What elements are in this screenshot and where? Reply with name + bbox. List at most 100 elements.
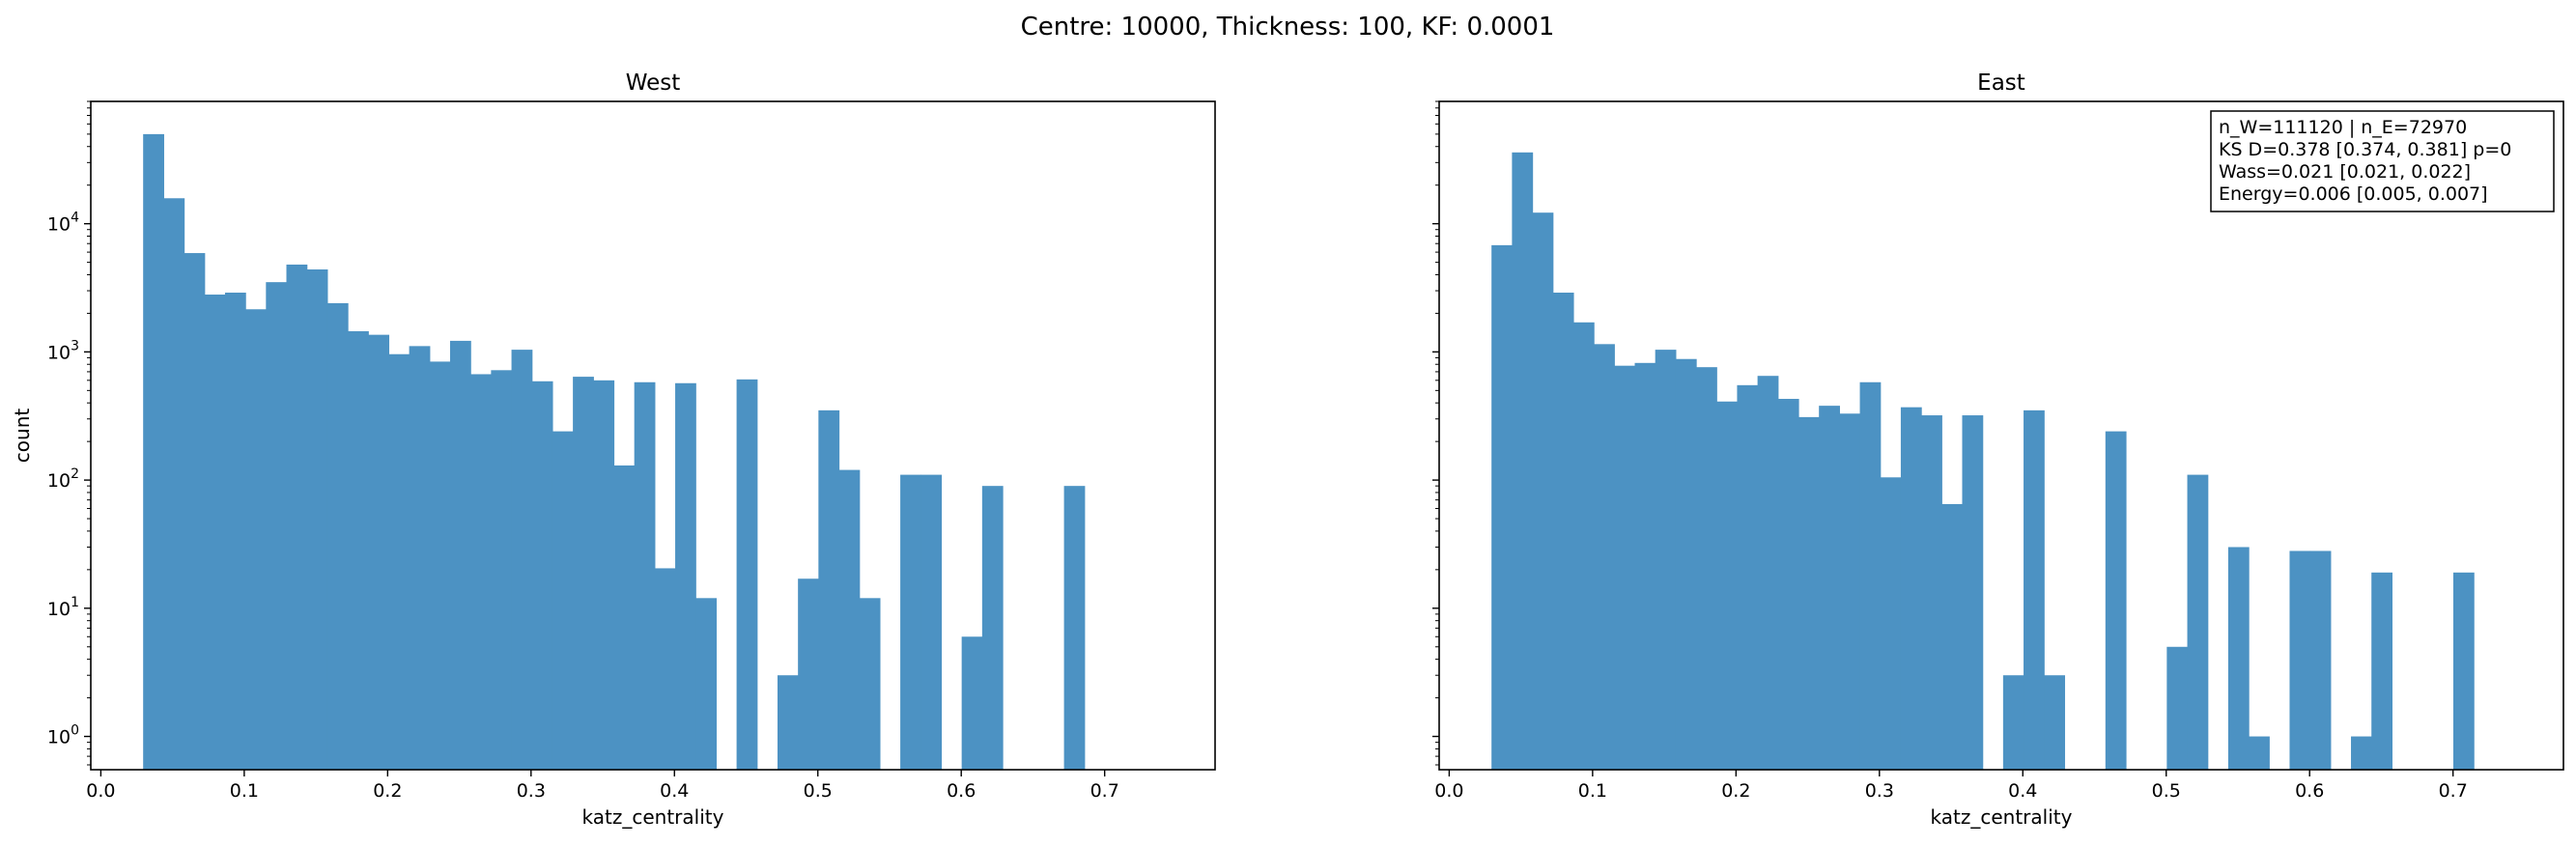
histogram-bar [1614, 365, 1636, 770]
x-tick-label: 0.6 [2295, 780, 2324, 802]
histogram-bar [163, 198, 185, 770]
histogram-bar [2249, 736, 2270, 770]
histogram-bar [1962, 415, 1984, 770]
histogram-bar [552, 431, 574, 770]
x-tick-label: 0.4 [660, 780, 689, 802]
histogram-bar [2105, 431, 2127, 770]
x-axis-label: katz_centrality [1931, 805, 2073, 829]
y-tick-exponent: 0 [71, 723, 79, 739]
x-tick-label: 0.0 [1434, 780, 1463, 802]
histogram-bar [470, 374, 492, 770]
histogram-bar [348, 330, 369, 770]
histogram-bar [2002, 675, 2024, 770]
histogram-bar [981, 486, 1004, 770]
histogram-bar [1737, 384, 1759, 770]
histogram-bar [368, 334, 390, 770]
east-panel: East 0.0 0.1 0.2 0.3 0.4 0.5 0.6 0.7 katz_central… [1432, 70, 2564, 829]
histogram-bar [2371, 572, 2392, 770]
annotation-line: Energy=0.006 [0.005, 0.007] [2219, 183, 2488, 205]
histogram-bar [900, 474, 921, 770]
y-tick-label: 101 [47, 595, 79, 620]
y-tick-base: 10 [47, 214, 71, 236]
histogram-bar [818, 409, 840, 770]
histogram-bar [326, 302, 349, 770]
histogram-bar [1941, 503, 1964, 770]
histogram-bar [2309, 550, 2332, 770]
histogram-bar [2024, 409, 2045, 770]
histogram-bar [1777, 399, 1799, 770]
y-tick-label: 104 [47, 211, 79, 236]
histogram-bar [1675, 358, 1697, 770]
histogram-bar [1757, 376, 1779, 770]
histogram-bar [2166, 646, 2189, 770]
histogram-bar [2044, 675, 2066, 770]
annotation-line: Wass=0.021 [0.021, 0.022] [2219, 161, 2471, 183]
axes-title: West [626, 70, 681, 96]
histogram-bar [613, 465, 636, 770]
histogram-bar [1512, 152, 1534, 770]
annotation-box [2210, 110, 2555, 212]
y-tick-base: 10 [47, 470, 71, 492]
histogram-bar [798, 578, 819, 770]
histogram-bar [675, 382, 696, 770]
histogram-bar [961, 636, 983, 770]
histogram-bar [184, 253, 206, 770]
histogram-bar [429, 361, 451, 770]
histogram-bar [2452, 572, 2475, 770]
x-tick-label: 0.5 [804, 780, 833, 802]
y-tick-exponent: 2 [71, 466, 79, 482]
histogram-bar [1063, 486, 1086, 770]
x-tick-label: 0.0 [86, 780, 115, 802]
histogram-bar [573, 377, 594, 770]
y-axis-label: count [11, 409, 34, 464]
figure-title: Centre: 10000, Thickness: 100, KF: 0.000… [1021, 13, 1555, 42]
histogram-bar [1798, 416, 1820, 770]
histogram-bar [593, 380, 615, 770]
y-tick-exponent: 3 [71, 338, 79, 353]
x-tick-label: 0.7 [1090, 780, 1119, 802]
histogram-bar [2351, 736, 2372, 770]
histogram-bar [388, 353, 410, 770]
x-tick-label: 0.3 [517, 780, 546, 802]
histogram-bar [1819, 406, 1840, 770]
histogram-bar [736, 379, 758, 770]
histogram-bar [491, 370, 513, 770]
y-tick-label: 100 [47, 723, 79, 748]
x-tick-label: 0.5 [2152, 780, 2181, 802]
histogram-bar [143, 133, 164, 770]
x-tick-label: 0.6 [947, 780, 976, 802]
histogram-bar [1900, 407, 1922, 770]
histogram-bar [1552, 293, 1574, 770]
histogram-bar [1716, 401, 1739, 770]
y-tick-exponent: 1 [71, 595, 79, 610]
x-axis-label: katz_centrality [582, 805, 724, 829]
histogram-bar [1491, 244, 1513, 770]
histogram-bar [1696, 367, 1717, 770]
x-tick-label: 0.1 [230, 780, 259, 802]
histogram-bar [204, 295, 226, 770]
histogram-bar [1921, 415, 1942, 770]
axes-title: East [1977, 70, 2025, 96]
x-tick-label: 0.4 [2008, 780, 2037, 802]
y-tick-base: 10 [47, 342, 71, 363]
histogram-bar [1572, 322, 1595, 770]
histogram-bar [838, 469, 861, 770]
y-tick-label: 102 [47, 466, 79, 492]
histogram-bar [306, 268, 328, 771]
histogram-bar [1655, 350, 1677, 770]
histogram-bar [920, 474, 943, 770]
histogram-bar [859, 598, 881, 770]
x-tick-label: 0.7 [2439, 780, 2468, 802]
histogram-bar [511, 350, 533, 770]
histogram-bar [2227, 547, 2250, 770]
histogram-bar [1634, 362, 1656, 770]
histogram-bar [245, 309, 267, 770]
x-tick-label: 0.2 [1721, 780, 1750, 802]
x-tick-label: 0.3 [1865, 780, 1894, 802]
west-panel: West 0.0 0.1 0.2 0.3 0.4 0.5 0.6 0.7 katz_central… [11, 70, 1216, 829]
y-tick-base: 10 [47, 727, 71, 748]
histogram-bar [695, 598, 718, 770]
histogram-bar [2187, 474, 2209, 770]
histogram-bar [1839, 413, 1861, 770]
